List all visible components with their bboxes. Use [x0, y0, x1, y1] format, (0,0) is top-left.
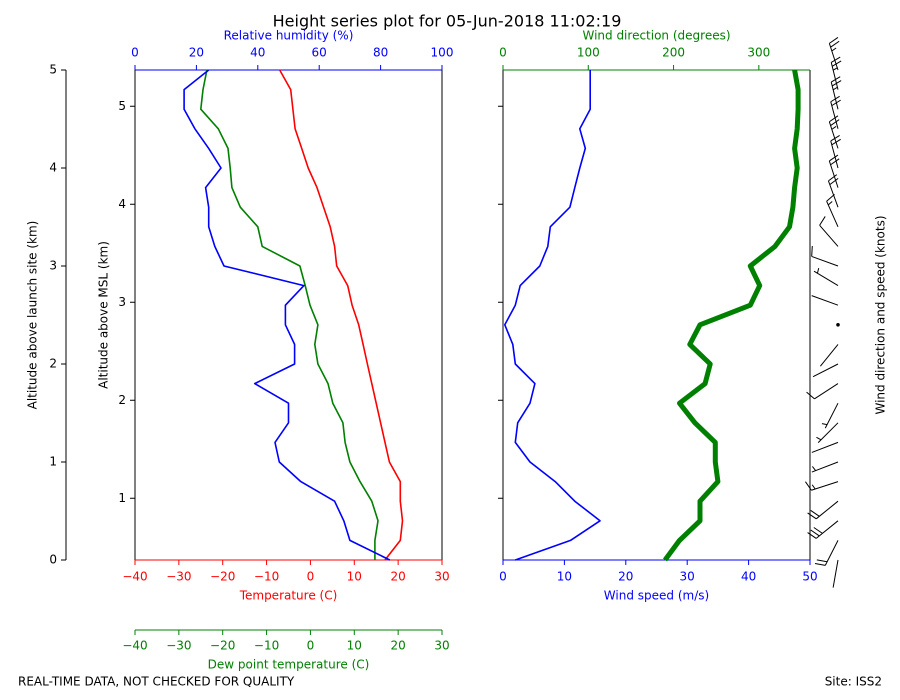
y-tick-label: 4 — [49, 161, 57, 175]
data-line — [183, 69, 391, 561]
x-axis-label: Wind direction (degrees) — [582, 29, 730, 43]
x-tick-label: −40 — [122, 639, 147, 653]
x-tick-label: −20 — [210, 570, 235, 584]
y-tick-label: 4 — [118, 197, 126, 211]
barb — [811, 461, 839, 473]
x-tick-label: 0 — [499, 46, 507, 60]
x-tick-label: −40 — [122, 570, 147, 584]
x-tick-label: −10 — [254, 639, 279, 653]
x-tick-label: 80 — [373, 46, 388, 60]
data-line — [200, 69, 379, 560]
x-tick-label: 10 — [347, 639, 362, 653]
barb — [819, 216, 839, 247]
x-axis-label: Dew point temperature (C) — [208, 658, 370, 672]
x-tick-label: 30 — [434, 639, 449, 653]
x-axis-label: Temperature (C) — [239, 589, 338, 603]
x-tick-label: −30 — [166, 639, 191, 653]
x-tick-label: 10 — [557, 570, 572, 584]
x-tick-label: 40 — [741, 570, 756, 584]
barb — [807, 500, 839, 520]
y-tick-label: 5 — [49, 63, 57, 77]
y-tick-label: 3 — [49, 259, 57, 273]
barb — [832, 559, 839, 588]
barb — [827, 174, 839, 208]
barb — [821, 402, 839, 429]
y-tick-label: 1 — [49, 455, 57, 469]
x-tick-label: −20 — [210, 639, 235, 653]
barb — [830, 56, 842, 90]
barb — [805, 481, 839, 491]
x-tick-label: 50 — [802, 570, 817, 584]
footer-left: REAL-TIME DATA, NOT CHECKED FOR QUALITY — [18, 675, 295, 689]
barb — [828, 115, 840, 149]
x-tick-label: 0 — [499, 570, 507, 584]
x-axis-label: Relative humidity (%) — [224, 29, 354, 43]
barb — [836, 323, 840, 327]
x-tick-label: 100 — [577, 46, 600, 60]
x-tick-label: 60 — [312, 46, 327, 60]
barb — [812, 363, 839, 378]
y-tick-label: 3 — [118, 295, 126, 309]
x-tick-label: 20 — [391, 639, 406, 653]
x-tick-label: 20 — [391, 570, 406, 584]
data-line — [504, 70, 601, 561]
x-axis-label: Wind speed (m/s) — [604, 589, 709, 603]
x-tick-label: 20 — [189, 46, 204, 60]
y-tick-label: 2 — [49, 357, 57, 371]
chart-title: Height series plot for 05-Jun-2018 11:02… — [273, 12, 622, 31]
x-tick-label: −30 — [166, 570, 191, 584]
x-tick-label: 20 — [618, 570, 633, 584]
barb — [814, 540, 839, 566]
x-tick-label: 0 — [307, 639, 315, 653]
barb — [811, 441, 839, 453]
y-tick-label: 1 — [118, 491, 126, 505]
x-tick-label: 300 — [747, 46, 770, 60]
data-line — [279, 69, 404, 561]
barb — [816, 422, 839, 443]
barb — [828, 37, 840, 71]
x-tick-label: 100 — [431, 46, 454, 60]
x-tick-label: 30 — [680, 570, 695, 584]
x-tick-label: 200 — [662, 46, 685, 60]
barb — [807, 520, 839, 539]
x-tick-label: 10 — [347, 570, 362, 584]
barb — [811, 245, 839, 267]
barb — [806, 383, 839, 400]
y-axis-label: Altitude above launch site (km) — [26, 221, 40, 410]
data-line — [662, 69, 801, 562]
x-tick-label: 40 — [250, 46, 265, 60]
y-tick-label: 0 — [49, 553, 57, 567]
x-tick-label: 0 — [307, 570, 315, 584]
y-tick-label: 2 — [118, 393, 126, 407]
y2-axis-label: Altitude above MSL (km) — [97, 241, 111, 389]
barb — [826, 194, 839, 228]
x-tick-label: −10 — [254, 570, 279, 584]
barb — [811, 295, 839, 306]
y-tick-label: 5 — [118, 99, 126, 113]
x-tick-label: 30 — [434, 570, 449, 584]
barb — [828, 154, 840, 188]
barbs-label: Wind direction and speed (knots) — [874, 215, 888, 414]
barb — [819, 344, 839, 367]
x-tick-label: 0 — [131, 46, 139, 60]
barb — [813, 268, 839, 287]
footer-right: Site: ISS2 — [825, 675, 882, 689]
